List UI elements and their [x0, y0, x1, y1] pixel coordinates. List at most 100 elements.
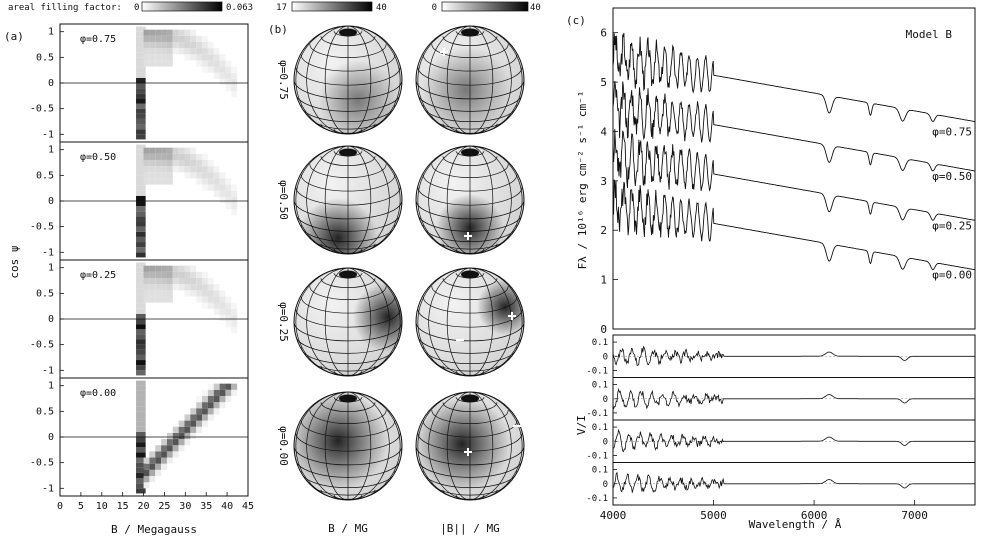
heatmap-cell — [143, 284, 150, 291]
heatmap-cell — [136, 134, 146, 140]
heatmap-cell — [166, 159, 173, 167]
heatmap-cell — [149, 153, 156, 160]
heatmap-cell — [149, 265, 156, 272]
spectrum-phase-label: φ=0.50 — [932, 170, 972, 183]
heatmap-cell — [196, 41, 203, 49]
heatmap-cell — [136, 57, 146, 63]
longitude-line — [306, 268, 349, 376]
spectrum-phase-label: φ=0.75 — [932, 125, 972, 138]
spectrum-line — [612, 179, 976, 271]
heatmap-cell — [207, 302, 214, 309]
longitude-line — [469, 146, 523, 254]
heatmap-cell — [136, 201, 146, 207]
stokes-v-line — [612, 345, 975, 366]
heatmap-cell — [225, 184, 232, 191]
magnetic-globe — [293, 145, 403, 255]
heatmap-cell — [136, 41, 146, 48]
heatmap-cell — [178, 445, 185, 452]
heatmap-cell — [161, 290, 167, 297]
heatmap-cell — [219, 60, 226, 67]
heatmap-cell — [196, 35, 203, 42]
heatmap-cell — [172, 159, 179, 167]
heatmap-cell — [143, 172, 150, 179]
panel-b-col2-label: |B|| / MG — [440, 522, 500, 535]
v-tick-label: 0.1 — [592, 466, 608, 476]
heatmap-cell — [136, 77, 146, 83]
heatmap-cell — [190, 147, 197, 154]
heatmap-cell — [178, 432, 185, 440]
heatmap-cell — [136, 344, 146, 350]
longitude-line — [469, 146, 512, 254]
heatmap-cell — [172, 439, 179, 446]
y-tick-label: -0.5 — [30, 340, 54, 351]
magnetic-globe — [415, 267, 525, 377]
heatmap-cell — [172, 426, 179, 433]
x-tick-label: 20 — [138, 501, 150, 512]
heatmap-cell — [161, 29, 167, 36]
longitude-line — [469, 392, 512, 500]
longitude-line — [324, 146, 349, 254]
heatmap-cell — [149, 277, 156, 285]
x-tick-label: 0 — [57, 501, 63, 512]
heatmap-cell — [136, 431, 146, 437]
heatmap-cell — [196, 271, 203, 278]
heatmap-cell — [190, 284, 197, 291]
v-tick-label: -0.1 — [586, 494, 608, 504]
magnetic-globe — [415, 145, 525, 255]
heatmap-cell — [196, 166, 203, 173]
heatmap-cell — [143, 54, 150, 61]
y-tick-label: -0.5 — [30, 458, 54, 469]
heatmap-cell — [136, 462, 146, 468]
heatmap-cell — [172, 48, 179, 55]
heatmap-cell — [196, 408, 203, 415]
heatmap-cell — [225, 389, 232, 396]
heatmap-cell — [155, 166, 162, 173]
heatmap-cell — [202, 290, 208, 297]
heatmap-cell — [136, 298, 146, 304]
heatmap-cell — [190, 408, 197, 415]
plus-marker — [464, 448, 472, 456]
heatmap-cell — [231, 72, 238, 79]
heatmap-cell — [219, 402, 226, 409]
heatmap-cell — [178, 48, 185, 55]
heatmap-cell — [149, 159, 156, 167]
heatmap-cell — [166, 54, 173, 61]
heatmap-cell — [184, 284, 191, 291]
heatmap-cell — [136, 472, 146, 479]
heatmap-cell — [184, 439, 191, 446]
heatmap-cell — [136, 324, 146, 330]
heatmap-cells — [136, 380, 238, 494]
heatmap-cell — [202, 35, 208, 42]
heatmap-cell — [219, 389, 226, 396]
longitude-line — [469, 392, 494, 500]
heatmap-cell — [149, 54, 156, 61]
heatmap-cell — [219, 184, 226, 191]
heatmap-cell — [207, 296, 214, 303]
v-tick-label: 0 — [603, 480, 608, 490]
v-tick-label: -0.1 — [586, 451, 608, 461]
x-tick-label: 4000 — [600, 509, 627, 522]
panel-c-xlabel: Wavelength / Å — [749, 518, 842, 531]
heatmap-cell — [136, 98, 146, 104]
longitude-line — [469, 26, 523, 134]
field-spot — [353, 282, 402, 352]
heatmap-cell — [136, 467, 146, 473]
longitude-line — [469, 392, 523, 500]
magnetic-globe — [415, 391, 525, 501]
heatmap-cell — [143, 60, 150, 67]
heatmap-cell — [213, 395, 220, 403]
heatmap-cell — [136, 313, 146, 319]
field-spot — [416, 396, 510, 492]
heatmap-cell — [166, 451, 173, 458]
heatmap-cell — [184, 41, 191, 49]
colorbar-a — [141, 1, 223, 12]
magnetic-globe — [293, 267, 403, 377]
heatmap-cell — [143, 277, 150, 285]
heatmap-cell — [231, 389, 238, 396]
phase-label: φ=0.25 — [80, 270, 116, 281]
longitude-line — [446, 268, 471, 376]
heatmap-cell — [219, 395, 226, 403]
heatmap-cell — [178, 35, 185, 42]
heatmap-cell — [155, 35, 162, 42]
y-tick-label: 1 — [48, 145, 54, 156]
